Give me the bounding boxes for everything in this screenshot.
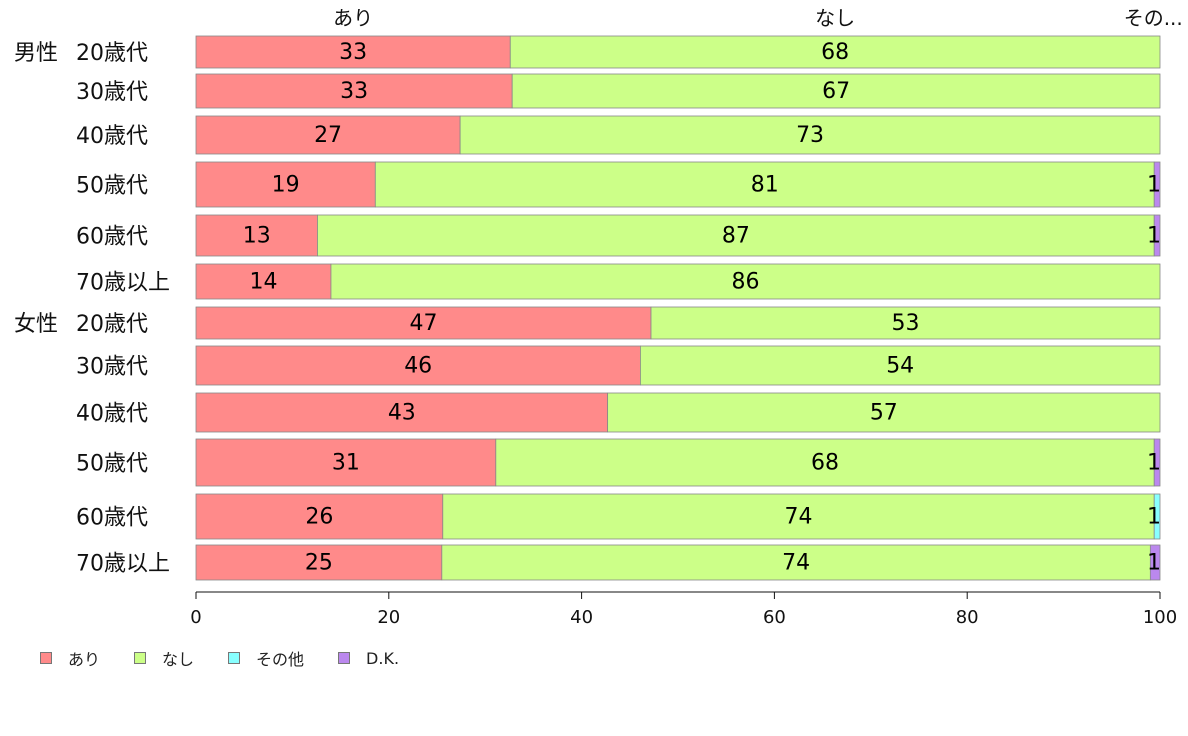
legend-label: あり	[68, 650, 101, 669]
data-label: 74	[785, 505, 813, 530]
category-label: 40歳代	[76, 124, 148, 149]
data-label: 81	[751, 173, 779, 198]
category-label: 70歳以上	[76, 552, 170, 577]
bar-segment	[330, 263, 1161, 300]
legend-swatch	[134, 652, 147, 664]
bar-segment	[1153, 438, 1161, 487]
bar-segment	[195, 392, 609, 433]
data-label: 1	[1147, 173, 1161, 198]
bar-segment	[195, 115, 461, 155]
category-label: 50歳代	[76, 174, 148, 199]
legend-label: D.K.	[366, 648, 400, 668]
x-tick-label: 0	[190, 607, 201, 628]
category-label: 60歳代	[76, 225, 148, 250]
data-label: 1	[1147, 551, 1161, 576]
x-tick-label: 40	[570, 607, 593, 628]
bar-segment	[459, 115, 1161, 155]
data-label: 1	[1147, 505, 1161, 530]
x-tick-label: 20	[377, 607, 400, 628]
legend-label: その他	[256, 650, 305, 669]
data-label: 68	[821, 40, 849, 65]
legend-item: その他	[228, 646, 304, 670]
data-label: 67	[822, 79, 850, 104]
legend-swatch	[40, 652, 52, 664]
bar-segment	[195, 345, 641, 386]
bar-segment	[509, 35, 1161, 69]
data-label: 31	[332, 451, 360, 476]
data-label: 86	[731, 270, 759, 295]
data-label: 43	[388, 401, 416, 426]
bar-segment	[442, 493, 1155, 540]
legend-swatch	[338, 652, 351, 664]
x-tick-label: 80	[956, 607, 979, 628]
category-label: 30歳代	[76, 355, 148, 380]
category-label: 20歳代	[76, 312, 148, 337]
bar-segment	[441, 544, 1151, 581]
bar-segment	[511, 73, 1161, 109]
category-label: 60歳代	[76, 506, 148, 531]
data-label: 27	[314, 123, 342, 148]
data-label: 74	[782, 551, 810, 576]
data-label: 47	[410, 311, 438, 336]
group-label: 女性	[14, 312, 58, 337]
data-label: 33	[340, 79, 368, 104]
data-label: 1	[1147, 451, 1161, 476]
bar-segment	[650, 306, 1161, 340]
legend-swatch	[228, 652, 241, 664]
data-label: 57	[870, 401, 898, 426]
bar-segment	[195, 438, 497, 487]
bar-segment	[640, 345, 1161, 386]
bar-segment	[495, 438, 1155, 487]
data-label: 54	[886, 354, 914, 379]
bar-segment	[195, 493, 444, 540]
category-label: 40歳代	[76, 402, 148, 427]
x-tick-label: 100	[1143, 607, 1177, 628]
category-label: 70歳以上	[76, 271, 170, 296]
bar-segment	[195, 161, 376, 208]
data-label: 19	[272, 173, 300, 198]
category-label: 30歳代	[76, 80, 148, 105]
bar-segment	[195, 263, 332, 300]
data-label: 13	[243, 224, 271, 249]
x-tick-label: 60	[763, 607, 786, 628]
top-series-label: その...	[1124, 6, 1183, 30]
bar-segment	[195, 35, 511, 69]
legend-item: なし	[134, 646, 194, 670]
data-label: 68	[811, 451, 839, 476]
data-label: 33	[339, 40, 367, 65]
top-series-label: なし	[815, 6, 855, 30]
data-label: 53	[892, 311, 920, 336]
data-label: 25	[305, 551, 333, 576]
legend-item: D.K.	[338, 649, 399, 668]
legend-label: なし	[162, 650, 195, 669]
bar-segment	[195, 214, 318, 257]
data-label: 73	[796, 123, 824, 148]
bar-segment	[195, 73, 513, 109]
category-label: 20歳代	[76, 41, 148, 66]
data-label: 14	[249, 270, 277, 295]
bar-segment	[1149, 544, 1161, 581]
chart-legend: あり なし その他 D.K.	[40, 646, 433, 670]
bar-segment	[607, 392, 1161, 433]
data-label: 87	[722, 224, 750, 249]
data-label: 1	[1147, 224, 1161, 249]
bar-segment	[1153, 161, 1161, 208]
top-series-label: あり	[333, 6, 373, 30]
bar-segment	[195, 544, 443, 581]
bar-segment	[195, 306, 652, 340]
bar-segment	[374, 161, 1155, 208]
data-label: 26	[305, 505, 333, 530]
legend-item: あり	[40, 646, 100, 670]
data-label: 46	[404, 354, 432, 379]
bar-segment	[317, 214, 1155, 257]
group-label: 男性	[14, 41, 58, 66]
category-label: 50歳代	[76, 452, 148, 477]
bar-segment	[1153, 493, 1161, 540]
bar-segment	[1153, 214, 1161, 257]
